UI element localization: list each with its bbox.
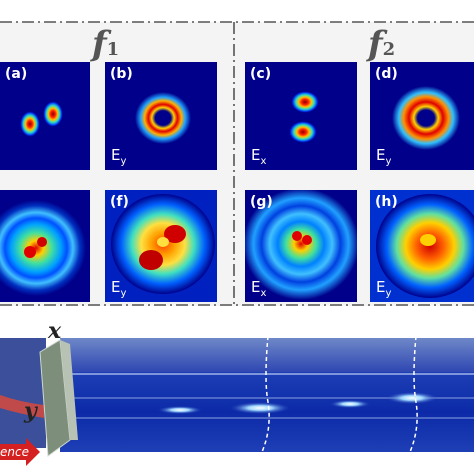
axis-label-x: x — [48, 318, 62, 344]
panel-tag-d: (d) — [375, 66, 398, 82]
component-label-f: Ey — [111, 278, 127, 299]
panel-tag-g: (g) — [250, 194, 273, 210]
panel-tag-f: (f) — [110, 194, 129, 210]
panel-a: (a) — [0, 62, 90, 170]
section-label-f1: f1 — [92, 24, 120, 64]
component-label-d: Ey — [376, 146, 392, 167]
field-map-f — [105, 190, 217, 302]
field-map-c — [245, 62, 357, 170]
panel-tag-c: (c) — [250, 66, 272, 82]
field-map-d — [370, 62, 474, 170]
section-label-f2: f2 — [368, 24, 396, 64]
field-map-h — [370, 190, 474, 302]
field-map-e — [0, 190, 90, 302]
panel-b: (b) Ey — [105, 62, 217, 170]
panel-e — [0, 190, 90, 302]
incidence-label: ence — [0, 445, 29, 459]
component-label-b: Ey — [111, 146, 127, 167]
component-label-h: Ey — [376, 278, 392, 299]
field-map-a — [0, 62, 90, 170]
panel-tag-h: (h) — [375, 194, 398, 210]
focal-label-f2: f₂=5mm — [252, 318, 316, 334]
panel-tag-a: (a) — [5, 66, 28, 82]
panel-d: (d) Ey — [370, 62, 474, 170]
panel-f: (f) Ey — [105, 190, 217, 302]
component-label-c: Ex — [251, 146, 267, 167]
field-map-b — [105, 62, 217, 170]
panel-h: (h) Ey — [370, 190, 474, 302]
focal-label-f1: f₁=7.55mm — [384, 320, 472, 336]
axis-label-y: y — [24, 398, 37, 424]
field-map-g — [245, 190, 357, 302]
panel-g: (g) Ex — [245, 190, 357, 302]
panel-tag-b: (b) — [110, 66, 133, 82]
panel-c: (c) Ex — [245, 62, 357, 170]
component-label-g: Ex — [251, 278, 267, 299]
